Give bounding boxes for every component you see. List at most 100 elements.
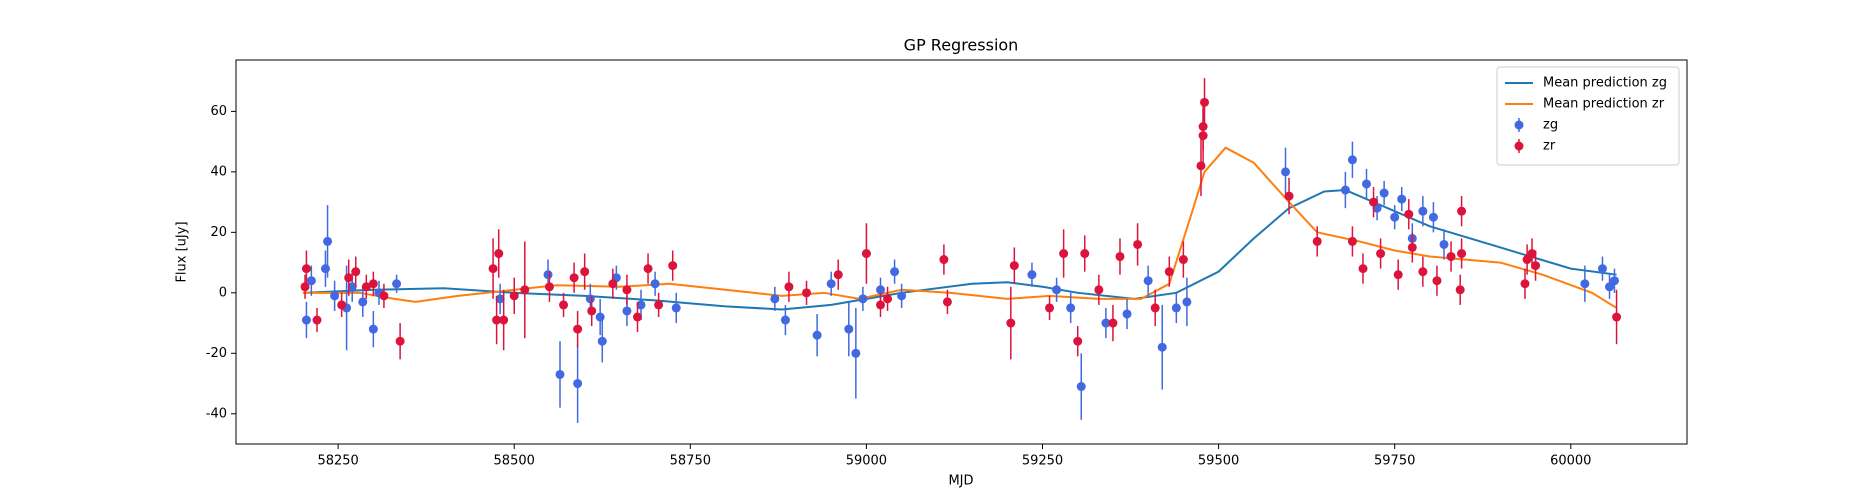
x-tick-label: 60000 [1550,454,1591,469]
data-point [1009,261,1019,271]
legend-swatch [1514,120,1524,130]
data-point [1457,249,1467,259]
data-point [330,291,340,301]
data-point [1347,236,1357,246]
data-point [1143,276,1153,286]
data-point [1133,239,1143,249]
data-point [1059,249,1069,259]
y-tick-label: 40 [210,164,227,179]
data-point [1432,276,1442,286]
data-point [368,324,378,334]
data-point [573,379,583,389]
data-point [492,315,502,325]
data-point [573,324,583,334]
data-point [1200,97,1210,107]
data-point [1418,267,1428,277]
y-tick-label: -40 [206,406,227,421]
x-tick-label: 58250 [317,454,358,469]
data-point [587,306,597,316]
data-point [1171,303,1181,313]
data-point [312,315,322,325]
data-point [1006,318,1016,328]
data-point [1439,239,1449,249]
data-point [1520,279,1530,289]
data-point [636,300,646,310]
y-tick-label: 20 [210,225,227,240]
data-point [1094,285,1104,295]
data-point [858,294,868,304]
data-point [1073,336,1083,346]
data-point [597,336,607,346]
data-point [569,273,579,283]
data-point [802,288,812,298]
data-point [1428,212,1438,222]
data-point [1397,194,1407,204]
data-point [1522,255,1532,265]
legend-label: zg [1543,118,1558,133]
data-point [543,270,553,280]
y-tick-label: 0 [219,285,227,300]
legend-label: zr [1543,139,1556,154]
data-point [1362,179,1372,189]
data-point [559,300,569,310]
data-point [337,300,347,310]
data-point [826,279,836,289]
data-point [300,282,310,292]
data-point [499,315,509,325]
data-point [861,249,871,259]
data-point [1027,270,1037,280]
y-axis-label: Flux [uJy] [175,221,190,282]
data-point [1580,279,1590,289]
data-point [1404,209,1414,219]
plot-frame [235,59,1688,445]
data-point [1284,191,1294,201]
data-point [1358,264,1368,274]
legend-box [1496,66,1680,166]
data-point [1150,303,1160,313]
legend-swatch [1514,141,1524,151]
data-point [1455,285,1465,295]
data-point [1157,342,1167,352]
x-tick-label: 59250 [1022,454,1063,469]
data-point [770,294,780,304]
data-point [1196,161,1206,171]
data-point [883,294,893,304]
data-point [585,294,595,304]
data-point [1347,155,1357,165]
data-point [344,273,354,283]
data-point [595,312,605,322]
data-point [1457,206,1467,216]
data-point [301,264,311,274]
chart-title: GP Regression [904,36,1019,55]
data-point [1393,270,1403,280]
data-point [1597,264,1607,274]
data-point [351,267,361,277]
data-point [323,236,333,246]
data-point [942,297,952,307]
data-point [784,282,794,292]
data-point [632,312,642,322]
x-tick-label: 59000 [846,454,887,469]
data-point [320,264,330,274]
plot-area [300,78,1622,423]
data-point [1122,309,1132,319]
data-point [622,306,632,316]
data-point [392,279,402,289]
data-point [812,330,822,340]
x-tick-label: 58500 [494,454,535,469]
data-point [1066,303,1076,313]
data-point [939,255,949,265]
data-point [844,324,854,334]
data-point [671,303,681,313]
x-tick-label: 58750 [670,454,711,469]
data-point [1407,242,1417,252]
data-point [780,315,790,325]
data-point [494,249,504,259]
data-point [1605,282,1615,292]
data-point [544,282,554,292]
data-point [358,297,368,307]
data-point [1281,167,1291,177]
data-point [668,261,678,271]
data-point [622,285,632,295]
